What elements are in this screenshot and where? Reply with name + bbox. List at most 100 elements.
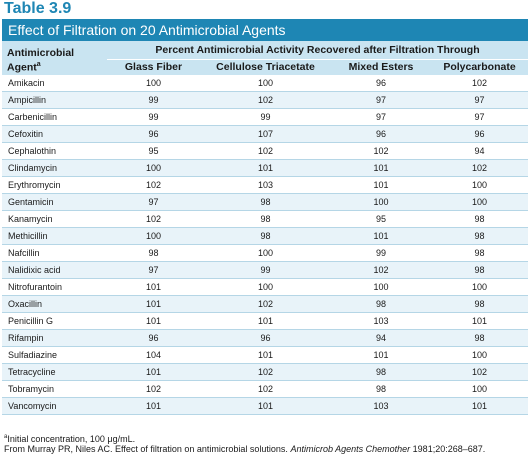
table-row: Vancomycin 101 101 103 101	[2, 397, 529, 415]
value-cell: 102	[107, 210, 200, 228]
value-cell: 98	[107, 244, 200, 262]
value-cell: 98	[331, 295, 431, 313]
agent-cell: Ampicillin	[2, 91, 107, 109]
value-cell: 100	[200, 75, 331, 92]
value-cell: 100	[431, 193, 529, 211]
agent-cell: Nalidixic acid	[2, 261, 107, 279]
value-cell: 102	[331, 142, 431, 160]
value-cell: 96	[431, 125, 529, 143]
table-row: Nitrofurantoin 101 100 100 100	[2, 278, 529, 296]
value-cell: 98	[431, 210, 529, 228]
column-header-cellulose-triacetate: Cellulose Triacetate	[200, 59, 331, 75]
agent-cell: Clindamycin	[2, 159, 107, 177]
table-row: Tobramycin 102 102 98 100	[2, 380, 529, 398]
group-column-header: Percent Antimicrobial Activity Recovered…	[107, 41, 529, 60]
footnote: aInitial concentration, 100 μg/mL.	[4, 431, 135, 445]
agent-cell: Rifampin	[2, 329, 107, 347]
value-cell: 102	[200, 295, 331, 313]
agent-cell: Carbenicillin	[2, 108, 107, 126]
value-cell: 100	[331, 278, 431, 296]
value-cell: 103	[200, 176, 331, 194]
value-cell: 101	[107, 278, 200, 296]
data-table-container: Antimicrobial Agenta Percent Antimicrobi…	[2, 41, 529, 415]
value-cell: 101	[331, 159, 431, 177]
table-row: Oxacillin 101 102 98 98	[2, 295, 529, 313]
agent-cell: Tobramycin	[2, 380, 107, 398]
value-cell: 100	[107, 159, 200, 177]
value-cell: 103	[331, 397, 431, 415]
agent-cell: Cefoxitin	[2, 125, 107, 143]
agent-cell: Penicillin G	[2, 312, 107, 330]
value-cell: 101	[331, 176, 431, 194]
value-cell: 98	[431, 295, 529, 313]
value-cell: 99	[331, 244, 431, 262]
table-row: Cefoxitin 96 107 96 96	[2, 125, 529, 143]
value-cell: 101	[200, 312, 331, 330]
value-cell: 100	[200, 278, 331, 296]
value-cell: 102	[200, 142, 331, 160]
value-cell: 100	[431, 346, 529, 364]
value-cell: 102	[431, 75, 529, 92]
table-row: Tetracycline 101 102 98 102	[2, 363, 529, 381]
value-cell: 101	[331, 227, 431, 245]
value-cell: 98	[431, 227, 529, 245]
source-citation: From Murray PR, Niles AC. Effect of filt…	[4, 443, 485, 455]
value-cell: 97	[331, 91, 431, 109]
value-cell: 101	[200, 159, 331, 177]
column-header-polycarbonate: Polycarbonate	[431, 59, 529, 75]
agent-cell: Kanamycin	[2, 210, 107, 228]
value-cell: 101	[431, 397, 529, 415]
value-cell: 100	[107, 227, 200, 245]
value-cell: 98	[431, 261, 529, 279]
value-cell: 102	[107, 176, 200, 194]
value-cell: 101	[431, 312, 529, 330]
value-cell: 98	[200, 210, 331, 228]
source-journal: Antimicrob Agents Chemother	[290, 444, 411, 454]
agent-cell: Methicillin	[2, 227, 107, 245]
table-row: Kanamycin 102 98 95 98	[2, 210, 529, 228]
table-row: Nalidixic acid 97 99 102 98	[2, 261, 529, 279]
value-cell: 96	[107, 329, 200, 347]
agent-cell: Nafcillin	[2, 244, 107, 262]
value-cell: 101	[107, 295, 200, 313]
table-row: Sulfadiazine 104 101 101 100	[2, 346, 529, 364]
value-cell: 96	[107, 125, 200, 143]
table-row: Methicillin 100 98 101 98	[2, 227, 529, 245]
value-cell: 98	[200, 227, 331, 245]
value-cell: 100	[431, 380, 529, 398]
value-cell: 101	[331, 346, 431, 364]
value-cell: 100	[431, 176, 529, 194]
value-cell: 98	[331, 363, 431, 381]
table-row: Cephalothin 95 102 102 94	[2, 142, 529, 160]
agent-cell: Erythromycin	[2, 176, 107, 194]
value-cell: 103	[331, 312, 431, 330]
value-cell: 102	[200, 380, 331, 398]
value-cell: 101	[200, 397, 331, 415]
value-cell: 98	[200, 193, 331, 211]
table-row: Gentamicin 97 98 100 100	[2, 193, 529, 211]
value-cell: 97	[431, 108, 529, 126]
value-cell: 101	[107, 397, 200, 415]
table-row: Rifampin 96 96 94 98	[2, 329, 529, 347]
table-row: Erythromycin 102 103 101 100	[2, 176, 529, 194]
value-cell: 102	[200, 363, 331, 381]
agent-footnote-mark: a	[36, 60, 41, 68]
agent-cell: Amikacin	[2, 75, 107, 92]
table-row: Nafcillin 98 100 99 98	[2, 244, 529, 262]
value-cell: 102	[431, 363, 529, 381]
value-cell: 99	[107, 108, 200, 126]
value-cell: 100	[331, 193, 431, 211]
source-prefix: From Murray PR, Niles AC. Effect of filt…	[4, 444, 291, 454]
table-row: Amikacin 100 100 96 102	[2, 75, 529, 92]
agent-cell: Nitrofurantoin	[2, 278, 107, 296]
value-cell: 95	[107, 142, 200, 160]
agent-cell: Vancomycin	[2, 397, 107, 415]
value-cell: 95	[331, 210, 431, 228]
table-row: Penicillin G 101 101 103 101	[2, 312, 529, 330]
agent-cell: Tetracycline	[2, 363, 107, 381]
table-label: Table 3.9	[4, 0, 72, 17]
value-cell: 97	[431, 91, 529, 109]
value-cell: 94	[331, 329, 431, 347]
value-cell: 97	[107, 261, 200, 279]
value-cell: 94	[431, 142, 529, 160]
